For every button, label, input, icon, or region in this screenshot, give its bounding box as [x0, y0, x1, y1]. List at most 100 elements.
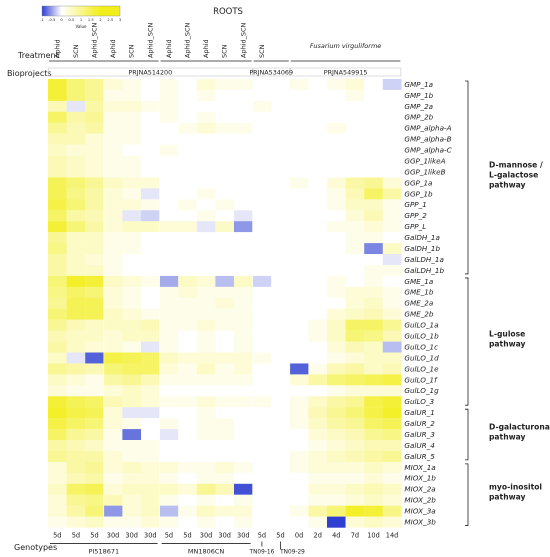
heatmap-cell — [382, 133, 402, 145]
row-label: GME_2a — [404, 299, 433, 308]
heatmap-cell — [364, 243, 383, 255]
heatmap-cell — [103, 275, 123, 288]
heatmap-cell — [215, 385, 235, 397]
timepoint-label: 4d — [332, 532, 340, 540]
heatmap-cell — [141, 429, 160, 441]
treatment-label: Aphid_SCN — [146, 22, 154, 58]
heatmap-cell — [271, 297, 290, 309]
row-label: GMP_1b — [404, 91, 433, 100]
heatmap-cell — [289, 407, 309, 419]
heatmap-cell — [122, 297, 142, 309]
heatmap-cell — [85, 221, 104, 233]
heatmap-cell — [122, 494, 142, 506]
treatment-label: Aphid_SCN — [239, 22, 247, 58]
timepoint-label: 0d — [295, 532, 303, 540]
heatmap-cell — [141, 275, 160, 288]
row-label: GMP_2b — [404, 113, 433, 122]
heatmap-cell — [271, 254, 290, 266]
heatmap-cell — [215, 133, 235, 145]
heatmap-cell — [103, 286, 123, 298]
heatmap-cell — [122, 418, 142, 430]
heatmap-cell — [345, 297, 365, 309]
heatmap-cell — [66, 407, 86, 419]
row-label: GulLO_1a — [404, 321, 438, 330]
heatmap-cell — [271, 385, 290, 397]
heatmap-cell — [234, 254, 253, 266]
heatmap-cell — [85, 100, 104, 112]
heatmap-cell — [252, 232, 272, 244]
heatmap-cell — [308, 111, 328, 123]
heatmap-cell — [48, 144, 67, 156]
heatmap-cell — [289, 297, 309, 309]
heatmap-cell — [66, 341, 86, 353]
heatmap-cell — [66, 89, 86, 102]
heatmap-cell — [196, 363, 216, 375]
heatmap-cell — [48, 450, 67, 463]
heatmap-cell — [345, 232, 365, 244]
heatmap-cell — [308, 243, 328, 255]
heatmap-cell — [382, 396, 402, 408]
heatmap-cell — [196, 429, 216, 441]
heatmap-cell — [141, 450, 160, 463]
heatmap-cell — [345, 254, 365, 266]
genotype-label: TN09-29 — [279, 550, 305, 556]
row-label: GulLO_1b — [404, 331, 439, 340]
heatmap-cell — [382, 483, 402, 495]
heatmap-cell — [66, 275, 86, 288]
heatmap-cell — [178, 188, 197, 200]
heatmap-cell — [141, 122, 160, 134]
heatmap-cell — [289, 177, 309, 189]
timepoint-label: 30d — [107, 532, 120, 540]
heatmap-cell — [196, 177, 216, 189]
heatmap-cell — [159, 254, 179, 266]
heatmap-cell — [234, 483, 253, 495]
heatmap-cell — [48, 308, 67, 320]
heatmap-cell — [103, 374, 123, 386]
heatmap-cell — [234, 516, 253, 528]
heatmap-cell — [327, 166, 346, 178]
heatmap-cell — [364, 429, 383, 441]
heatmap-cell — [234, 297, 253, 309]
heatmap-cell — [327, 418, 346, 430]
heatmap-cell — [48, 341, 67, 353]
row-label: GMP_alpha-C — [404, 146, 451, 155]
timepoint-label: 30d — [144, 532, 157, 540]
heatmap-cell — [122, 188, 142, 200]
heatmap-cell — [289, 144, 309, 156]
heatmap-cell — [364, 407, 383, 419]
heatmap-cell — [308, 122, 328, 134]
heatmap-cell — [345, 494, 365, 506]
heatmap-cell — [48, 122, 67, 134]
heatmap-cell — [327, 319, 346, 331]
heatmap-cell — [271, 472, 290, 484]
heatmap-cell — [382, 516, 402, 528]
heatmap-cell — [289, 461, 309, 473]
heatmap-cell — [308, 155, 328, 167]
heatmap-cell — [382, 122, 402, 134]
timepoint-label: 10d — [367, 532, 380, 540]
heatmap-cell — [364, 210, 383, 222]
heatmap-cell — [382, 363, 402, 375]
heatmap-cell — [234, 352, 253, 364]
heatmap-cell — [48, 385, 67, 397]
timepoint-label: 5d — [72, 532, 80, 540]
heatmap-cell — [103, 177, 123, 189]
heatmap-cell — [327, 275, 346, 288]
treatment-label: Aphid_SCN — [184, 22, 192, 58]
heatmap-cell — [327, 199, 346, 211]
heatmap-cell — [85, 407, 104, 419]
heatmap-cell — [141, 461, 160, 473]
heatmap-cell — [289, 166, 309, 178]
heatmap-cell — [215, 396, 235, 408]
heatmap-cell — [141, 79, 160, 91]
heatmap-cell — [234, 199, 253, 211]
heatmap-cell — [252, 100, 272, 112]
heatmap-cell — [345, 450, 365, 463]
heatmap-cell — [178, 341, 197, 353]
heatmap-cell — [196, 450, 216, 463]
heatmap-cell — [252, 79, 272, 91]
heatmap-cell — [345, 210, 365, 222]
heatmap-cell — [66, 122, 86, 134]
heatmap-cell — [178, 199, 197, 211]
heatmap-cell — [66, 111, 86, 123]
